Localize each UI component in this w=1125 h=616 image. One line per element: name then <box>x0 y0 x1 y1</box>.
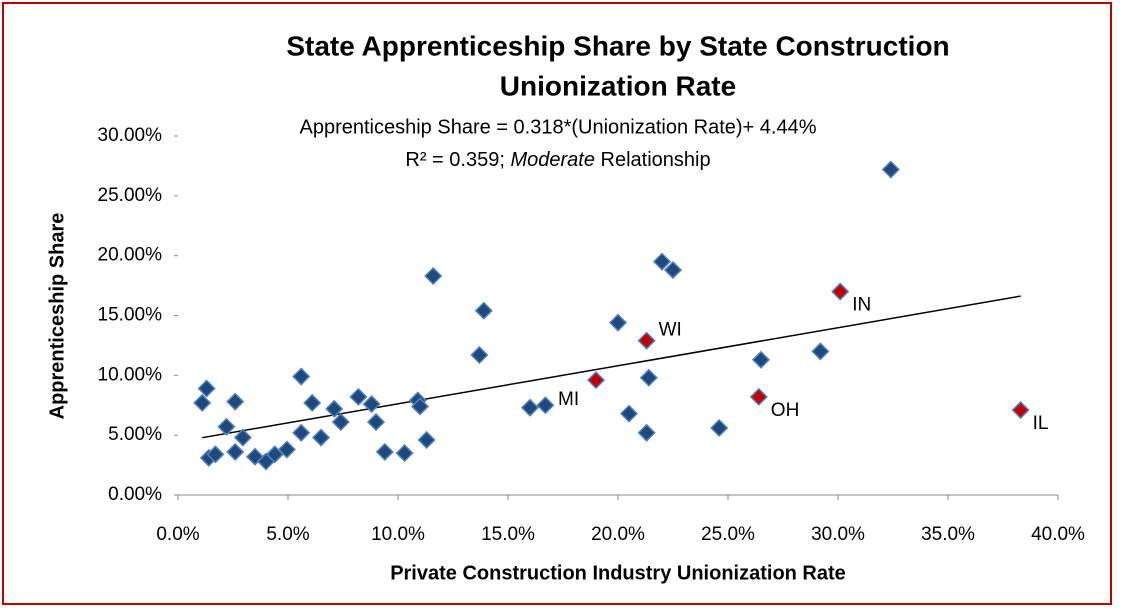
chart-border <box>2 2 1112 605</box>
y-tick-label: 10.00% <box>98 364 163 385</box>
point-label: WI <box>659 320 682 341</box>
point <box>811 342 830 361</box>
point <box>619 404 639 423</box>
point <box>375 442 394 461</box>
y-tick-label: 5.00% <box>108 424 162 445</box>
x-axis-label: Private Construction Industry Unionizati… <box>390 562 846 584</box>
point <box>474 301 493 320</box>
point <box>520 398 540 417</box>
highlight-point <box>1011 400 1030 420</box>
point <box>417 430 436 450</box>
point <box>424 266 443 286</box>
point <box>652 252 672 271</box>
point <box>292 367 311 386</box>
point-label: IL <box>1033 413 1049 434</box>
point <box>226 392 245 411</box>
point <box>608 313 628 332</box>
y-tick-label: 0.00% <box>108 484 162 505</box>
point-label: IN <box>852 295 871 316</box>
point <box>637 423 656 442</box>
y-tick-label: 15.00% <box>98 305 163 326</box>
point-label: OH <box>771 400 800 421</box>
x-tick-label: 30.0% <box>811 524 865 545</box>
x-tick-label: 10.0% <box>371 524 425 545</box>
point <box>197 379 216 398</box>
point <box>366 412 386 432</box>
point <box>410 397 430 416</box>
annotation: Apprenticeship Share = 0.318*(Unionizati… <box>300 116 817 138</box>
point <box>217 417 236 436</box>
y-tick-label: 20.00% <box>98 245 163 266</box>
chart-title: State Apprenticeship Share by State Cons… <box>286 30 949 61</box>
point <box>311 428 331 447</box>
x-tick-label: 40.0% <box>1031 524 1085 545</box>
point <box>395 444 414 463</box>
y-tick-label: 25.00% <box>98 185 163 206</box>
point <box>470 345 489 365</box>
point <box>193 393 212 412</box>
x-tick-label: 20.0% <box>591 524 645 545</box>
point <box>881 160 900 179</box>
x-tick-label: 35.0% <box>921 524 975 545</box>
highlight-point <box>831 282 850 301</box>
x-tick-label: 5.0% <box>266 524 309 545</box>
point <box>349 387 368 406</box>
highlight-point <box>749 387 768 406</box>
point <box>536 396 555 415</box>
chart-title: Unionization Rate <box>500 70 736 101</box>
point <box>325 399 344 418</box>
point <box>663 260 683 280</box>
point-label: MI <box>558 389 579 410</box>
x-tick-label: 15.0% <box>481 524 535 545</box>
point <box>226 442 245 461</box>
point <box>233 428 252 447</box>
point <box>303 393 322 412</box>
annotation: Moderate <box>510 149 595 171</box>
highlight-point <box>586 371 606 390</box>
point <box>245 447 265 466</box>
y-tick-label: 30.00% <box>98 125 163 146</box>
x-tick-label: 0.0% <box>156 524 199 545</box>
point <box>292 423 311 442</box>
annotation: R² = 0.359; <box>405 149 505 171</box>
trendline <box>202 295 1021 439</box>
point <box>277 440 296 459</box>
annotation: Relationship <box>601 149 711 171</box>
point <box>331 412 350 432</box>
annotation: R² = 0.359; Moderate Relationship <box>405 149 710 171</box>
point <box>710 418 729 438</box>
x-tick-label: 25.0% <box>701 524 755 545</box>
highlight-point <box>637 331 656 350</box>
point <box>639 368 658 387</box>
point <box>206 445 225 464</box>
y-axis-label: Apprenticeship Share <box>46 213 68 420</box>
point <box>751 350 771 369</box>
point <box>362 394 381 414</box>
